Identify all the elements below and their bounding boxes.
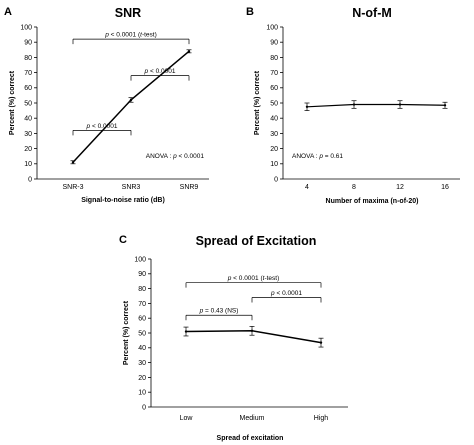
y-axis-label: Percent (%) correct — [9, 70, 16, 135]
y-tick-label: 70 — [138, 301, 146, 308]
panel-title: SNR — [115, 6, 141, 20]
x-tick-label: 12 — [396, 184, 404, 191]
y-tick-label: 0 — [274, 176, 278, 183]
x-tick-label: 4 — [305, 184, 309, 191]
panel-letter: A — [4, 6, 12, 18]
data-point — [250, 329, 254, 332]
x-tick-label: SNR9 — [180, 184, 199, 191]
y-tick-label: 10 — [270, 161, 278, 168]
y-tick-label: 60 — [270, 85, 278, 92]
y-tick-label: 20 — [138, 375, 146, 382]
significance-label: p < 0.0001 — [144, 68, 176, 75]
y-tick-label: 20 — [24, 146, 32, 153]
y-tick-label: 40 — [138, 345, 146, 352]
panel-letter: B — [246, 6, 254, 18]
data-point — [184, 330, 188, 333]
x-tick-label: SNR-3 — [62, 184, 83, 191]
y-tick-label: 40 — [270, 116, 278, 123]
x-tick-label: Low — [180, 415, 194, 422]
data-point — [187, 50, 191, 53]
y-tick-label: 60 — [138, 316, 146, 323]
x-tick-label: Medium — [240, 415, 265, 422]
y-axis-label: Percent (%) correct — [123, 300, 130, 365]
y-tick-label: 90 — [24, 40, 32, 47]
significance-label: p < 0.0001 — [270, 290, 302, 297]
y-tick-label: 50 — [24, 100, 32, 107]
y-tick-label: 40 — [24, 116, 32, 123]
x-tick-label: 16 — [441, 184, 449, 191]
y-tick-label: 50 — [270, 100, 278, 107]
series-line — [306, 103, 446, 108]
x-tick-label: 8 — [352, 184, 356, 191]
data-point — [319, 341, 323, 344]
y-tick-label: 0 — [28, 176, 32, 183]
y-axis-label: Percent (%) correct — [254, 70, 261, 135]
y-tick-label: 90 — [270, 40, 278, 47]
anova-note: ANOVA : p = 0.61 — [292, 153, 343, 160]
y-tick-label: 60 — [24, 85, 32, 92]
y-tick-label: 100 — [134, 256, 146, 263]
panel-letter: C — [119, 234, 127, 246]
y-tick-label: 30 — [138, 360, 146, 367]
y-tick-label: 90 — [138, 271, 146, 278]
y-tick-label: 0 — [142, 404, 146, 411]
y-tick-label: 20 — [270, 146, 278, 153]
x-tick-label: High — [314, 415, 329, 422]
data-point — [71, 161, 75, 164]
data-point — [398, 103, 402, 106]
data-point — [129, 98, 133, 102]
y-tick-label: 80 — [138, 286, 146, 293]
panel-title: N-of-M — [352, 6, 392, 20]
x-axis-label: Number of maxima (n-of-20) — [326, 198, 419, 205]
y-tick-label: 100 — [266, 24, 278, 31]
y-tick-label: 10 — [138, 390, 146, 397]
y-tick-label: 100 — [20, 24, 32, 31]
y-tick-label: 70 — [270, 70, 278, 77]
data-point — [443, 104, 447, 107]
x-axis-label: Signal-to-noise ratio (dB) — [81, 197, 165, 204]
significance-label: p < 0.0001 (t-test) — [227, 275, 280, 282]
y-tick-label: 10 — [24, 161, 32, 168]
y-tick-label: 30 — [24, 131, 32, 138]
y-tick-label: 70 — [24, 70, 32, 77]
y-tick-label: 50 — [138, 330, 146, 337]
significance-label: p = 0.43 (NS) — [199, 308, 239, 315]
y-tick-label: 30 — [270, 131, 278, 138]
panel-title: Spread of Excitation — [196, 234, 317, 248]
x-tick-label: SNR3 — [122, 184, 141, 191]
y-tick-label: 80 — [270, 55, 278, 62]
anova-note: ANOVA : p < 0.0001 — [146, 153, 205, 160]
series-line — [185, 330, 322, 344]
significance-label: p < 0.0001 (t-test) — [104, 32, 157, 39]
y-tick-label: 80 — [24, 55, 32, 62]
significance-label: p < 0.0001 — [86, 123, 118, 130]
data-point — [352, 103, 356, 106]
x-axis-label: Spread of excitation — [217, 435, 284, 442]
data-point — [305, 105, 309, 109]
